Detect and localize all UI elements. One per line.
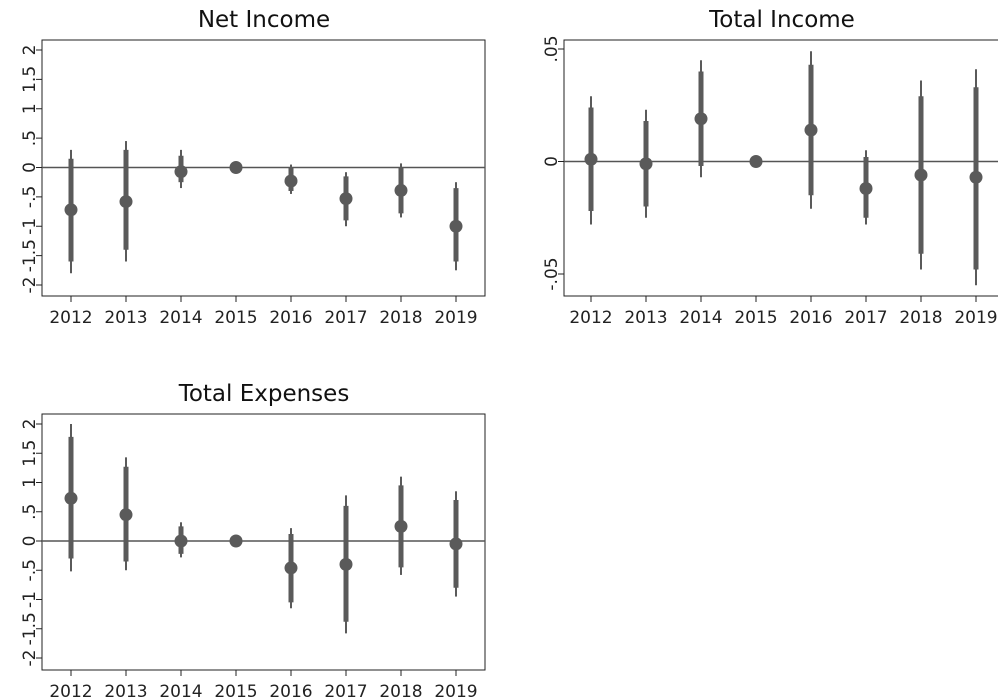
x-tick-label: 2015 [214, 308, 257, 328]
y-tick-label: -.05 [542, 257, 562, 290]
x-tick-label: 2016 [269, 682, 312, 700]
x-tick-label: 2014 [159, 682, 202, 700]
point-estimate [64, 491, 78, 505]
point-estimate [859, 182, 873, 195]
y-tick-label: .05 [542, 35, 562, 62]
chart-title: Net Income [198, 7, 330, 33]
x-tick-label: 2012 [569, 308, 612, 328]
x-tick-label: 2015 [214, 682, 257, 700]
y-tick-label: 1 [20, 103, 40, 114]
x-tick-label: 2016 [789, 308, 832, 328]
y-tick-label: -.5 [20, 186, 40, 208]
y-tick-label: 1.5 [20, 66, 40, 93]
y-tick-label: 0 [20, 162, 40, 173]
y-tick-label: -.5 [20, 559, 40, 581]
point-estimate [969, 170, 983, 184]
point-estimate [119, 508, 133, 522]
y-tick-label: .5 [20, 504, 40, 520]
point-estimate [694, 112, 708, 126]
x-tick-label: 2017 [844, 308, 887, 328]
point-estimate [339, 557, 353, 571]
y-tick-label: .5 [20, 130, 40, 146]
y-tick-label: -2 [20, 277, 40, 294]
x-tick-label: 2015 [734, 308, 777, 328]
x-tick-label: 2013 [624, 308, 667, 328]
x-tick-label: 2018 [379, 682, 422, 700]
x-tick-label: 2018 [899, 308, 942, 328]
x-tick-label: 2012 [49, 682, 92, 700]
point-estimate [449, 537, 463, 551]
total-income-panel: Total Income -.05 0 .05 2012 2013 2014 2015 201… [542, 7, 998, 328]
y-tick-label: 2 [20, 419, 40, 430]
point-estimate [394, 183, 408, 197]
y-tick-label: 0 [20, 536, 40, 547]
point-estimate [339, 192, 353, 206]
point-estimate [284, 174, 298, 188]
plot-frame [563, 39, 998, 297]
x-tick-label: 2019 [434, 308, 477, 328]
chart-title: Total Income [708, 7, 855, 33]
y-tick-label: -1 [20, 591, 40, 608]
point-estimate [584, 152, 598, 166]
x-tick-label: 2014 [679, 308, 722, 328]
point-estimate [174, 534, 188, 548]
plot-frame [41, 413, 486, 671]
total-expenses-panel: Total Expenses -2 -1.5 -1 -.5 0 .5 1 1.5 2 2012 20… [20, 381, 486, 700]
y-tick-label: 1 [20, 477, 40, 488]
point-estimate [394, 519, 408, 533]
y-tick-label: 0 [542, 156, 562, 167]
y-tick-label: -1.5 [20, 612, 40, 645]
point-estimate [449, 219, 463, 233]
point-estimate [229, 534, 243, 548]
point-estimate [64, 203, 78, 217]
point-estimate [229, 161, 243, 174]
x-tick-label: 2016 [269, 308, 312, 328]
point-estimate [749, 155, 763, 168]
net-income-panel: Net Income -2 -1.5 -1 -.5 0 .5 1 1.5 2 2012 2013 20… [20, 7, 486, 328]
point-estimate [284, 561, 298, 575]
x-tick-label: 2019 [954, 308, 997, 328]
y-tick-label: -1.5 [20, 239, 40, 272]
y-tick-label: -2 [20, 650, 40, 667]
point-estimate [914, 168, 928, 182]
x-tick-label: 2017 [324, 308, 367, 328]
x-tick-label: 2012 [49, 308, 92, 328]
x-tick-label: 2014 [159, 308, 202, 328]
y-tick-label: 1.5 [20, 440, 40, 467]
x-tick-label: 2013 [104, 682, 147, 700]
x-tick-label: 2019 [434, 682, 477, 700]
x-tick-label: 2013 [104, 308, 147, 328]
y-tick-label: -1 [20, 218, 40, 235]
point-estimate [119, 195, 133, 209]
x-tick-label: 2018 [379, 308, 422, 328]
y-tick-label: 2 [20, 45, 40, 56]
point-estimate [804, 123, 818, 137]
point-estimate [174, 165, 188, 179]
point-estimate [639, 157, 653, 171]
chart-title: Total Expenses [178, 381, 350, 407]
x-tick-label: 2017 [324, 682, 367, 700]
